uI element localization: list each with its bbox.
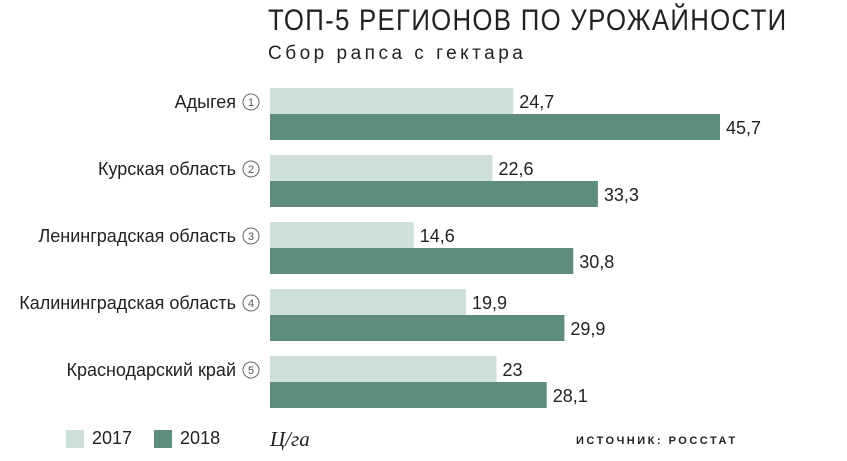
rank-number-2: 2	[248, 164, 254, 176]
bar-2017-5	[270, 356, 497, 382]
bar-2017-4	[270, 289, 466, 315]
legend: 2017 2018	[66, 428, 242, 449]
value-label-2017-3: 14,6	[420, 226, 455, 246]
value-label-2018-5: 28,1	[553, 386, 588, 406]
rank-circle-1	[242, 93, 260, 111]
legend-label-2017: 2017	[92, 428, 133, 448]
legend-label-2018: 2018	[180, 428, 221, 448]
rank-number-5: 5	[248, 365, 254, 377]
rank-circle-5	[242, 361, 260, 379]
bar-2017-1	[270, 88, 514, 114]
rank-circle-4	[242, 294, 260, 312]
legend-swatch-2017	[66, 429, 84, 448]
category-label-2: Курская область	[98, 159, 236, 179]
bar-2018-4	[270, 315, 565, 341]
value-label-2017-5: 23	[502, 360, 522, 380]
category-label-3: Ленинградская область	[38, 226, 236, 246]
unit-label: Ц/га	[270, 427, 310, 451]
bar-2018-5	[270, 382, 547, 408]
bar-2017-2	[270, 155, 493, 181]
chart-title: ТОП-5 РЕГИОНОВ ПО УРОЖАЙНОСТИ	[268, 4, 788, 37]
value-label-2017-4: 19,9	[472, 293, 507, 313]
bar-2018-2	[270, 181, 598, 207]
rank-circle-3	[242, 227, 260, 245]
legend-item-2018: 2018	[154, 428, 220, 449]
bar-2018-3	[270, 248, 574, 274]
chart-subtitle: Сбор рапса с гектара	[268, 43, 527, 64]
value-label-2018-3: 30,8	[579, 252, 614, 272]
rank-number-3: 3	[248, 231, 254, 243]
value-label-2017-2: 22,6	[499, 159, 534, 179]
legend-item-2017: 2017	[66, 428, 132, 449]
value-label-2018-4: 29,9	[570, 319, 605, 339]
bar-2017-3	[270, 222, 414, 248]
rank-number-4: 4	[248, 298, 254, 310]
value-label-2018-2: 33,3	[604, 185, 639, 205]
bar-2018-1	[270, 114, 720, 140]
value-label-2018-1: 45,7	[726, 118, 761, 138]
category-label-4: Калининградская область	[19, 293, 236, 313]
category-label-1: Адыгея	[175, 92, 236, 112]
rank-number-1: 1	[248, 97, 254, 109]
value-label-2017-1: 24,7	[519, 92, 554, 112]
rank-circle-2	[242, 160, 260, 178]
legend-swatch-2018	[154, 429, 173, 448]
category-label-5: Краснодарский край	[66, 360, 236, 380]
source-label: ИСТОЧНИК: РОССТАТ	[576, 435, 738, 447]
